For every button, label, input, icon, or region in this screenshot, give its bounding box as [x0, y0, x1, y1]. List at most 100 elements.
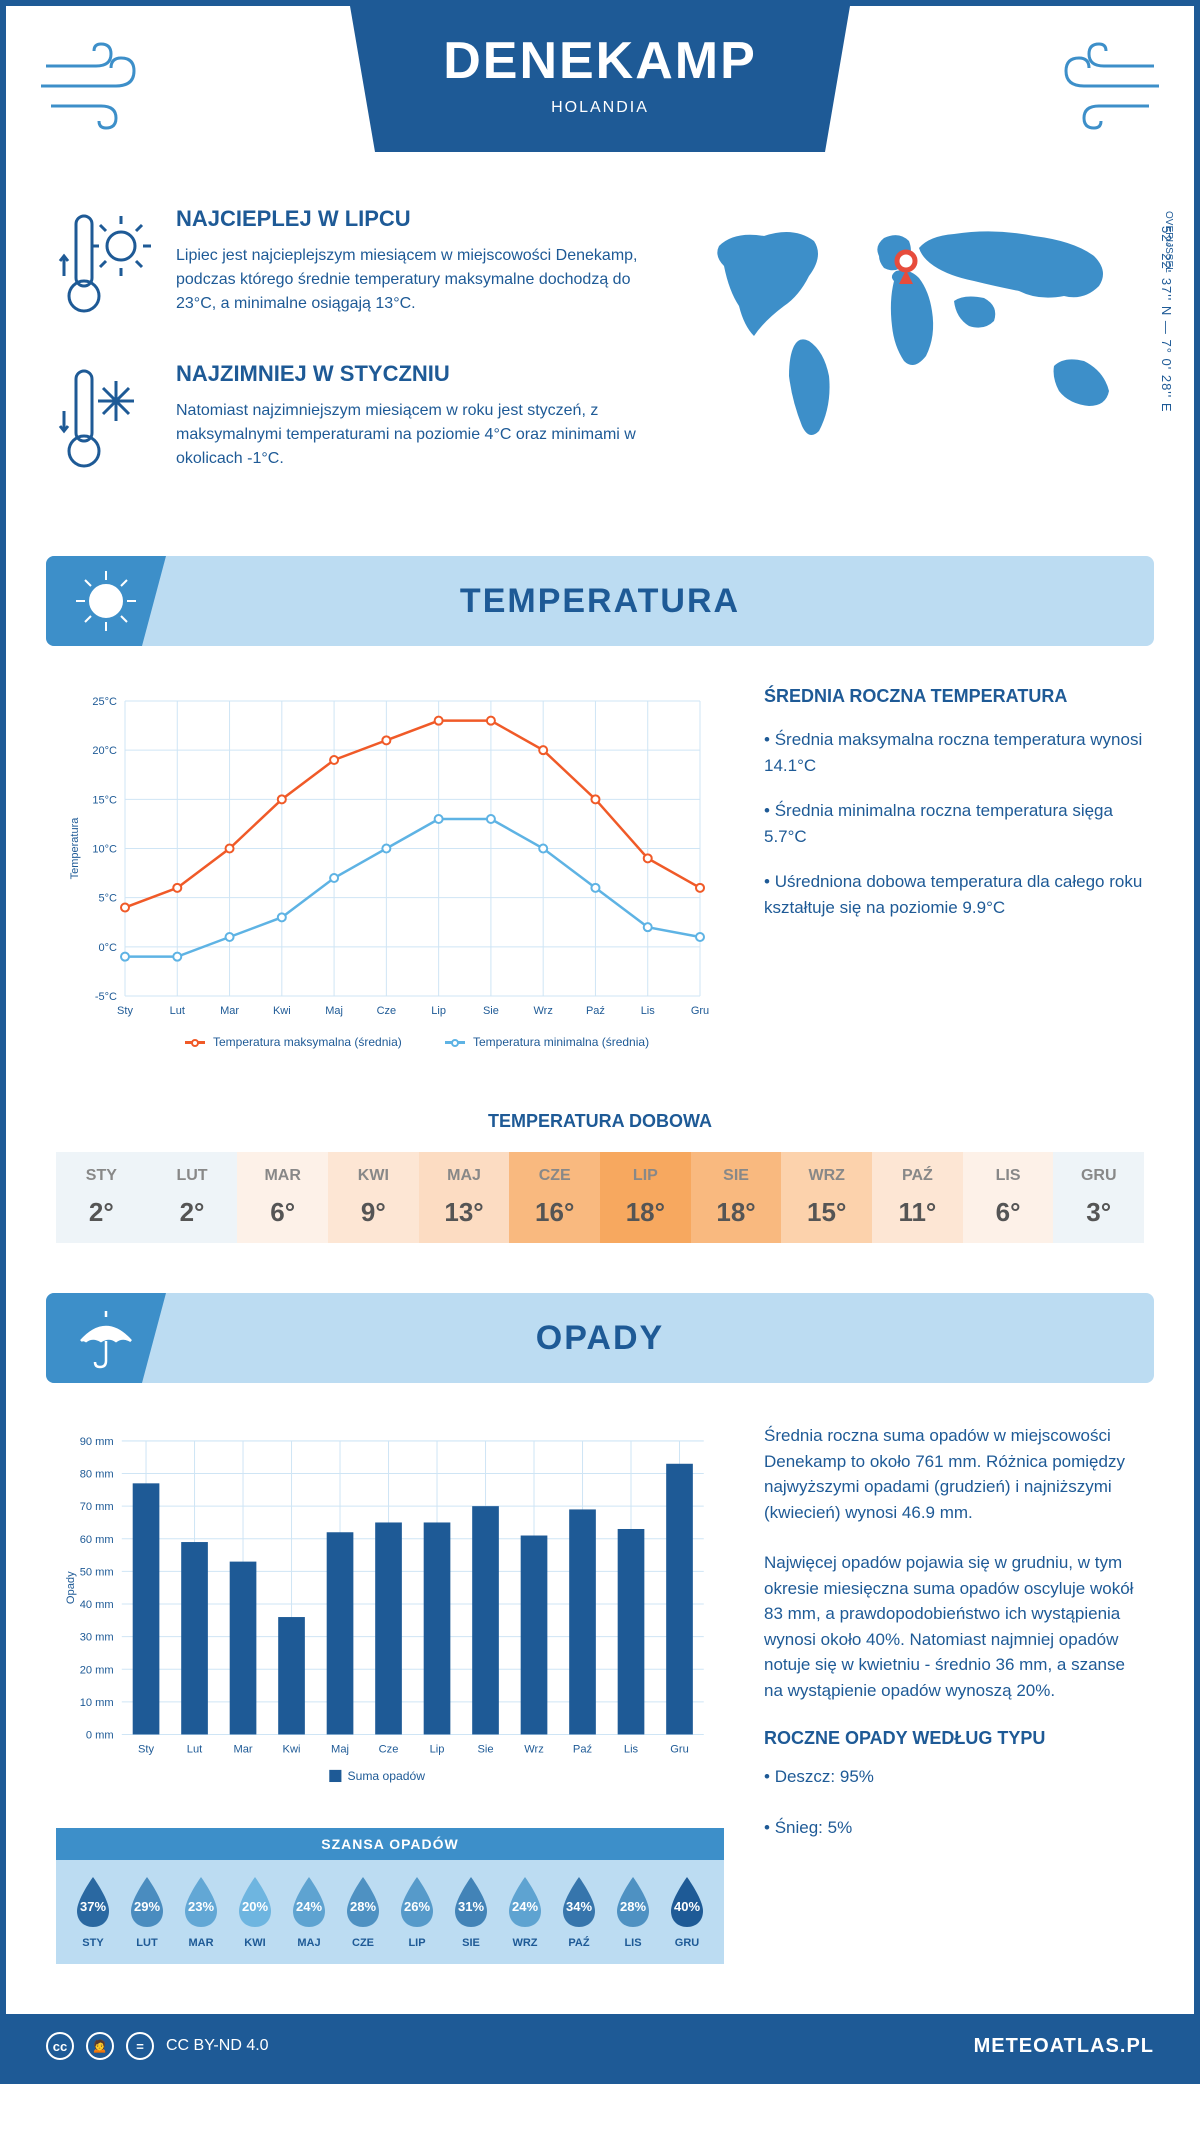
svg-text:Lis: Lis — [641, 1005, 656, 1017]
svg-text:Paź: Paź — [586, 1005, 605, 1017]
precipitation-summary: Średnia roczna suma opadów w miejscowośc… — [764, 1423, 1144, 1964]
cc-icon: cc — [46, 2032, 74, 2060]
daily-cell: LIP 18° — [600, 1152, 691, 1243]
svg-text:Temperatura: Temperatura — [69, 817, 81, 880]
raindrop-icon: 40% — [665, 1875, 709, 1929]
precipitation-heading: OPADY — [536, 1319, 664, 1358]
facts-section: NAJCIEPLEJ W LIPCU Lipiec jest najcieple… — [6, 186, 1194, 556]
fact-hot-body: Lipiec jest najcieplejszym miesiącem w m… — [176, 244, 644, 316]
raindrop-icon: 31% — [449, 1875, 493, 1929]
svg-text:Maj: Maj — [331, 1744, 349, 1756]
temp-bullet: • Uśredniona dobowa temperatura dla całe… — [764, 869, 1144, 920]
daily-cell: PAŹ 11° — [872, 1152, 963, 1243]
chance-cell: 40% GRU — [660, 1875, 714, 1949]
fact-cold-title: NAJZIMNIEJ W STYCZNIU — [176, 361, 644, 387]
svg-text:Lip: Lip — [430, 1744, 445, 1756]
svg-text:Paź: Paź — [573, 1744, 593, 1756]
daily-cell: GRU 3° — [1053, 1152, 1144, 1243]
chance-title: SZANSA OPADÓW — [56, 1828, 724, 1860]
chance-cell: 31% SIE — [444, 1875, 498, 1949]
svg-text:70 mm: 70 mm — [80, 1501, 114, 1513]
temperature-section-banner: TEMPERATURA — [46, 556, 1154, 646]
daily-cell: MAJ 13° — [419, 1152, 510, 1243]
header: DENEKAMP HOLANDIA — [6, 6, 1194, 186]
precipitation-chance-table: SZANSA OPADÓW 37% STY 29% LUT 23% MAR 20… — [56, 1828, 724, 1964]
precip-paragraph: Średnia roczna suma opadów w miejscowośc… — [764, 1423, 1144, 1525]
svg-text:0°C: 0°C — [99, 942, 118, 954]
umbrella-icon — [46, 1293, 166, 1383]
fact-coldest: NAJZIMNIEJ W STYCZNIU Natomiast najzimni… — [56, 361, 644, 486]
site-name: METEOATLAS.PL — [974, 2035, 1154, 2058]
raindrop-icon: 28% — [611, 1875, 655, 1929]
license-text: CC BY-ND 4.0 — [166, 2037, 269, 2055]
country-name: HOLANDIA — [430, 99, 770, 117]
temp-summary-title: ŚREDNIA ROCZNA TEMPERATURA — [764, 686, 1144, 707]
svg-text:5°C: 5°C — [99, 893, 118, 905]
precip-type-title: ROCZNE OPADY WEDŁUG TYPU — [764, 1728, 1144, 1749]
precip-paragraph: Najwięcej opadów pojawia się w grudniu, … — [764, 1550, 1144, 1703]
fact-hot-title: NAJCIEPLEJ W LIPCU — [176, 206, 644, 232]
svg-text:Cze: Cze — [379, 1744, 399, 1756]
thermometer-hot-icon — [56, 206, 156, 331]
precipitation-section-banner: OPADY — [46, 1293, 1154, 1383]
svg-text:Maj: Maj — [325, 1005, 343, 1017]
sun-icon — [46, 556, 166, 646]
daily-cell: LUT 2° — [147, 1152, 238, 1243]
daily-cell: STY 2° — [56, 1152, 147, 1243]
raindrop-icon: 37% — [71, 1875, 115, 1929]
svg-text:80 mm: 80 mm — [80, 1469, 114, 1481]
thermometer-cold-icon — [56, 361, 156, 486]
chance-cell: 20% KWI — [228, 1875, 282, 1949]
daily-cell: SIE 18° — [691, 1152, 782, 1243]
chance-cell: 24% MAJ — [282, 1875, 336, 1949]
temp-bullet: • Średnia minimalna roczna temperatura s… — [764, 798, 1144, 849]
svg-text:Mar: Mar — [233, 1744, 252, 1756]
chance-cell: 37% STY — [66, 1875, 120, 1949]
daily-temperature-title: TEMPERATURA DOBOWA — [6, 1111, 1194, 1132]
svg-text:Temperatura maksymalna (średni: Temperatura maksymalna (średnia) — [213, 1035, 402, 1049]
svg-text:Lut: Lut — [187, 1744, 203, 1756]
svg-text:40 mm: 40 mm — [80, 1599, 114, 1611]
daily-cell: LIS 6° — [963, 1152, 1054, 1243]
by-icon: 🙍 — [86, 2032, 114, 2060]
chance-cell: 23% MAR — [174, 1875, 228, 1949]
svg-text:Wrz: Wrz — [534, 1005, 553, 1017]
chance-cell: 28% LIS — [606, 1875, 660, 1949]
svg-text:Cze: Cze — [377, 1005, 397, 1017]
svg-text:Sty: Sty — [138, 1744, 155, 1756]
footer: cc 🙍 = CC BY-ND 4.0 METEOATLAS.PL — [6, 2014, 1194, 2078]
raindrop-icon: 29% — [125, 1875, 169, 1929]
svg-text:30 mm: 30 mm — [80, 1632, 114, 1644]
svg-text:10 mm: 10 mm — [80, 1697, 114, 1709]
svg-text:Temperatura minimalna (średnia: Temperatura minimalna (średnia) — [473, 1035, 649, 1049]
svg-text:60 mm: 60 mm — [80, 1534, 114, 1546]
svg-text:Gru: Gru — [670, 1744, 689, 1756]
svg-text:20°C: 20°C — [92, 745, 117, 757]
svg-text:Kwi: Kwi — [273, 1005, 291, 1017]
svg-text:Opady: Opady — [65, 1571, 77, 1604]
raindrop-icon: 24% — [287, 1875, 331, 1929]
svg-text:90 mm: 90 mm — [80, 1436, 114, 1448]
city-name: DENEKAMP — [430, 31, 770, 91]
chance-cell: 28% CZE — [336, 1875, 390, 1949]
svg-text:Gru: Gru — [691, 1005, 709, 1017]
nd-icon: = — [126, 2032, 154, 2060]
precip-type-bullet: • Deszcz: 95% — [764, 1764, 1144, 1790]
chance-cell: 26% LIP — [390, 1875, 444, 1949]
svg-text:Lut: Lut — [170, 1005, 185, 1017]
temperature-heading: TEMPERATURA — [460, 582, 740, 621]
raindrop-icon: 20% — [233, 1875, 277, 1929]
raindrop-icon: 24% — [503, 1875, 547, 1929]
svg-text:Lis: Lis — [624, 1744, 639, 1756]
svg-text:Sie: Sie — [483, 1005, 499, 1017]
svg-text:10°C: 10°C — [92, 844, 117, 856]
svg-text:0 mm: 0 mm — [86, 1730, 114, 1742]
world-map: OVERIJSSEL 52° 22' 37'' N — 7° 0' 28'' E — [684, 206, 1144, 516]
precipitation-bar-chart: 0 mm10 mm20 mm30 mm40 mm50 mm60 mm70 mm8… — [56, 1423, 724, 1808]
temperature-summary: ŚREDNIA ROCZNA TEMPERATURA • Średnia mak… — [764, 686, 1144, 1071]
svg-text:15°C: 15°C — [92, 794, 117, 806]
svg-text:Wrz: Wrz — [524, 1744, 544, 1756]
daily-cell: WRZ 15° — [781, 1152, 872, 1243]
raindrop-icon: 26% — [395, 1875, 439, 1929]
raindrop-icon: 23% — [179, 1875, 223, 1929]
